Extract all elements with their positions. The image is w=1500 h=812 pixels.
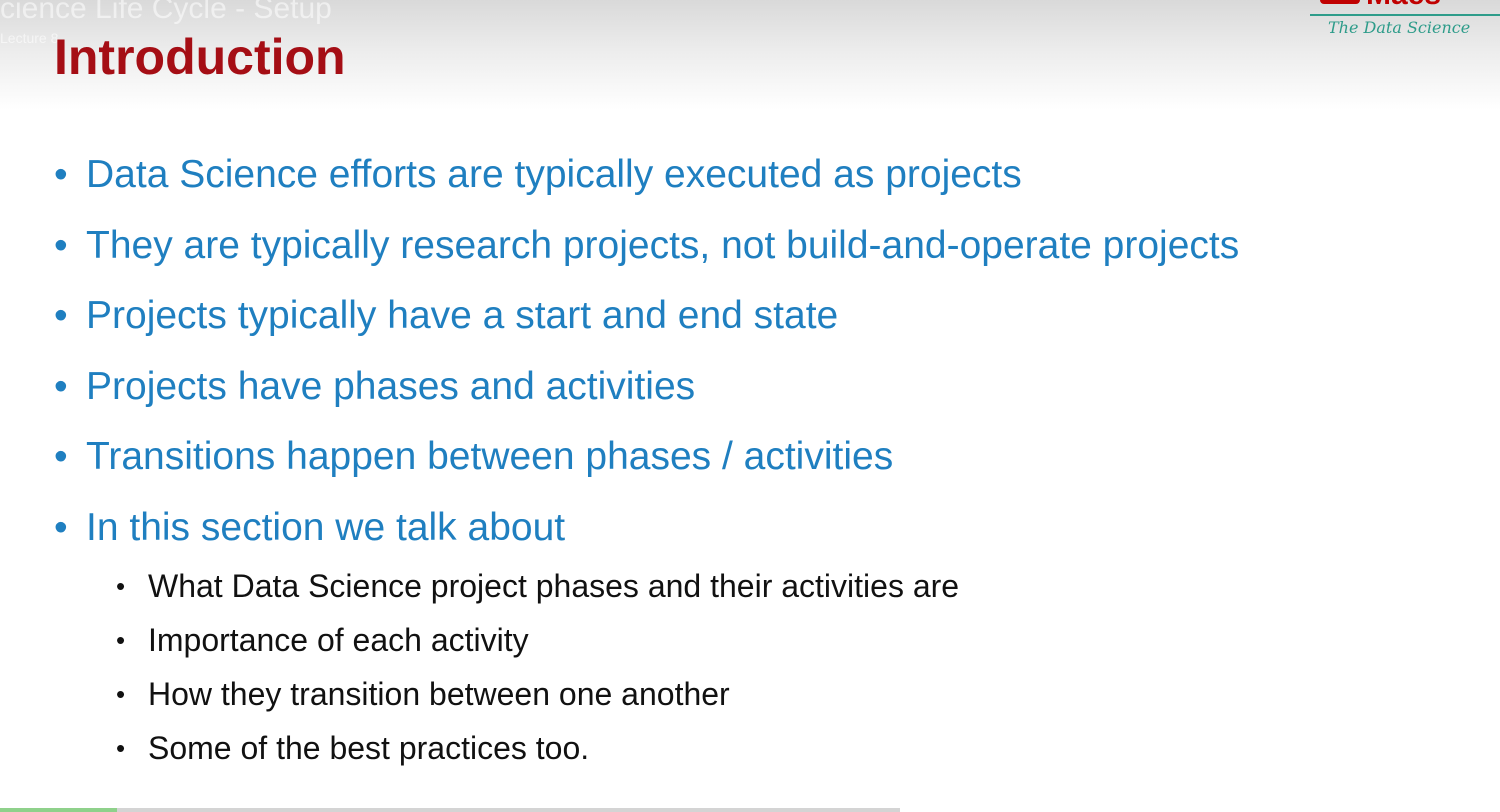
bullet-text: Data Science efforts are typically execu…	[86, 153, 1022, 196]
sub-bullet-text: Importance of each activity	[148, 622, 529, 658]
bullet-dot-icon: •	[54, 435, 68, 478]
video-overlay-subtitle: Lecture 8	[0, 30, 59, 46]
slide-title: Introduction	[54, 29, 346, 85]
bullet-dot-icon: •	[116, 733, 126, 763]
bullet-dot-icon: •	[54, 505, 68, 549]
video-progress-fill	[0, 808, 117, 812]
bullet-dot-icon: •	[116, 625, 126, 655]
video-overlay-title: cience Life Cycle - Setup	[0, 0, 332, 25]
brand-logo: Maes The Data Science	[1310, 0, 1500, 42]
bullet-item: • Data Science efforts are typically exec…	[54, 140, 1474, 211]
sub-bullet-list: • What Data Science project phases and th…	[116, 559, 1316, 775]
bullet-list: • Data Science efforts are typically exec…	[54, 140, 1474, 563]
logo-wordmark: Maes	[1366, 0, 1441, 12]
bullet-text: Transitions happen between phases / acti…	[86, 435, 894, 478]
sub-bullet-text: How they transition between one another	[148, 676, 730, 712]
logo-tagline: The Data Science	[1328, 18, 1471, 37]
bullet-dot-icon: •	[54, 294, 68, 337]
sub-bullet-item: • What Data Science project phases and th…	[116, 559, 1316, 613]
bullet-item: • In this section we talk about	[54, 493, 1474, 564]
bullet-item: • Projects have phases and activities	[54, 352, 1474, 423]
video-progress-bar[interactable]	[0, 808, 900, 812]
bullet-dot-icon: •	[116, 679, 126, 709]
logo-divider	[1310, 14, 1500, 16]
bullet-text: Projects have phases and activities	[86, 364, 696, 408]
bullet-item: • Projects typically have a start and end…	[54, 281, 1474, 352]
bullet-item: • Transitions happen between phases / act…	[54, 422, 1474, 493]
sub-bullet-item: • Some of the best practices too.	[116, 721, 1316, 775]
slide-header-band	[0, 0, 1500, 110]
bullet-text: In this section we talk about	[86, 505, 566, 549]
sub-bullet-text: Some of the best practices too.	[148, 730, 590, 766]
bullet-dot-icon: •	[54, 153, 68, 196]
bullet-dot-icon: •	[54, 223, 68, 267]
sub-bullet-text: What Data Science project phases and the…	[148, 568, 960, 604]
bullet-text: Projects typically have a start and end …	[86, 294, 839, 337]
sub-bullet-item: • Importance of each activity	[116, 613, 1316, 667]
bullet-item: • They are typically research projects, n…	[54, 211, 1474, 282]
sub-bullet-item: • How they transition between one another	[116, 667, 1316, 721]
logo-mark-icon	[1320, 0, 1360, 4]
bullet-text: They are typically research projects, no…	[86, 223, 1240, 267]
bullet-dot-icon: •	[116, 571, 126, 601]
bullet-dot-icon: •	[54, 364, 68, 408]
